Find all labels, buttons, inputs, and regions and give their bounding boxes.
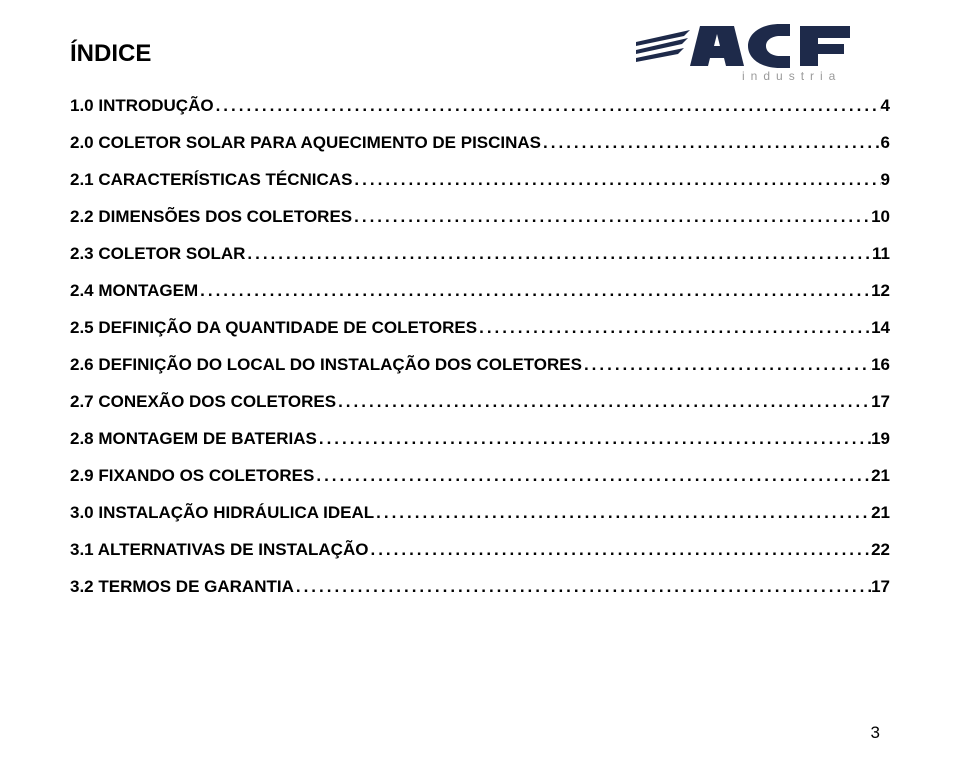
table-of-contents: 1.0 INTRODUÇÃO 4 2.0 COLETOR SOLAR PARA AQ… [70,96,890,597]
toc-row: 3.2 TERMOS DE GARANTIA 17 [70,577,890,597]
toc-label: 1.0 INTRODUÇÃO [70,96,214,116]
toc-page: 9 [881,170,890,190]
toc-label: 2.6 DEFINIÇÃO DO LOCAL DO INSTALAÇÃO DOS… [70,355,582,375]
toc-row: 2.3 COLETOR SOLAR 11 [70,244,890,264]
toc-label: 2.8 MONTAGEM DE BATERIAS [70,429,317,449]
toc-row: 2.8 MONTAGEM DE BATERIAS 19 [70,429,890,449]
toc-page: 17 [871,577,890,597]
toc-label: 2.4 MONTAGEM [70,281,198,301]
toc-label: 2.3 COLETOR SOLAR [70,244,245,264]
logo-subtext: industria [742,69,841,83]
toc-page: 22 [871,540,890,560]
toc-leader-dots [317,429,871,449]
toc-page: 21 [871,503,890,523]
logo-wing-icon [636,30,690,62]
toc-page: 4 [881,96,890,116]
toc-label: 3.1 ALTERNATIVAS DE INSTALAÇÃO [70,540,368,560]
toc-label: 2.1 CARACTERÍSTICAS TÉCNICAS [70,170,352,190]
toc-row: 2.4 MONTAGEM 12 [70,281,890,301]
toc-leader-dots [198,281,871,301]
toc-row: 2.6 DEFINIÇÃO DO LOCAL DO INSTALAÇÃO DOS… [70,355,890,375]
brand-logo: industria [630,18,890,88]
toc-page: 17 [871,392,890,412]
toc-label: 2.5 DEFINIÇÃO DA QUANTIDADE DE COLETORES [70,318,477,338]
toc-row: 2.7 CONEXÃO DOS COLETORES 17 [70,392,890,412]
toc-label: 3.2 TERMOS DE GARANTIA [70,577,294,597]
toc-row: 2.0 COLETOR SOLAR PARA AQUECIMENTO DE PI… [70,133,890,153]
toc-label: 2.9 FIXANDO OS COLETORES [70,466,314,486]
toc-row: 2.5 DEFINIÇÃO DA QUANTIDADE DE COLETORES… [70,318,890,338]
toc-page: 12 [871,281,890,301]
toc-page: 14 [871,318,890,338]
toc-label: 2.0 COLETOR SOLAR PARA AQUECIMENTO DE PI… [70,133,541,153]
logo-text [690,24,850,68]
toc-leader-dots [214,96,881,116]
toc-row: 2.1 CARACTERÍSTICAS TÉCNICAS 9 [70,170,890,190]
toc-leader-dots [314,466,871,486]
toc-page: 11 [872,244,890,264]
toc-leader-dots [294,577,871,597]
toc-label: 2.7 CONEXÃO DOS COLETORES [70,392,336,412]
toc-label: 2.2 DIMENSÕES DOS COLETORES [70,207,352,227]
toc-leader-dots [541,133,881,153]
toc-page: 6 [881,133,890,153]
toc-label: 3.0 INSTALAÇÃO HIDRÁULICA IDEAL [70,503,374,523]
toc-leader-dots [352,170,880,190]
toc-row: 3.0 INSTALAÇÃO HIDRÁULICA IDEAL 21 [70,503,890,523]
toc-leader-dots [336,392,871,412]
toc-row: 3.1 ALTERNATIVAS DE INSTALAÇÃO 22 [70,540,890,560]
toc-leader-dots [582,355,871,375]
toc-leader-dots [374,503,871,523]
toc-page: 19 [871,429,890,449]
toc-leader-dots [352,207,871,227]
toc-leader-dots [245,244,872,264]
toc-page: 21 [871,466,890,486]
toc-row: 1.0 INTRODUÇÃO 4 [70,96,890,116]
toc-leader-dots [368,540,871,560]
toc-leader-dots [477,318,871,338]
toc-row: 2.9 FIXANDO OS COLETORES 21 [70,466,890,486]
toc-page: 10 [871,207,890,227]
toc-row: 2.2 DIMENSÕES DOS COLETORES 10 [70,207,890,227]
page-number: 3 [871,723,880,743]
toc-page: 16 [871,355,890,375]
